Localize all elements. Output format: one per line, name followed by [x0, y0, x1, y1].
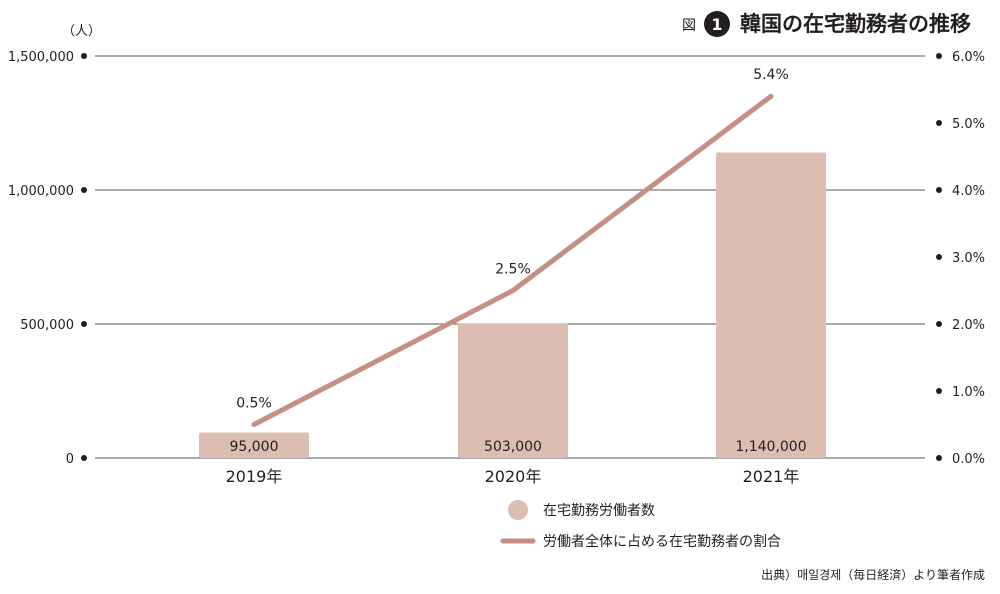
right-axis-dot	[936, 254, 942, 260]
left-axis-tick-label: 0	[66, 452, 74, 467]
bar	[199, 432, 309, 458]
right-axis-tick-label: 2.0%	[952, 318, 985, 333]
legend-bar-swatch	[508, 500, 528, 520]
left-axis-dot	[81, 187, 87, 193]
right-axis-dot	[936, 53, 942, 59]
chart-title: 韓国の在宅勤務者の推移	[740, 12, 971, 36]
right-axis-tick-label: 1.0%	[952, 385, 985, 400]
legend-bar-label: 在宅勤務労働者数	[543, 503, 655, 519]
source-note: 出典）매일경제（毎日経済）より筆者作成	[761, 567, 985, 582]
legend-line-label: 労働者全体に占める在宅勤務者の割合	[543, 533, 781, 550]
figure-number-badge	[704, 11, 730, 37]
left-axis-unit: （人）	[62, 24, 101, 39]
line-layer: 0.5% 2.5% 5.4%	[236, 67, 789, 427]
right-axis-tick-label: 5.0%	[952, 117, 985, 132]
series-line-ratio	[251, 93, 774, 427]
left-axis-tick-label: 500,000	[20, 318, 74, 333]
line-value-label: 0.5%	[236, 396, 272, 412]
legend: 在宅勤務労働者数 労働者全体に占める在宅勤務者の割合	[500, 500, 781, 550]
right-axis-dot	[936, 187, 942, 193]
right-axis-tick-label: 3.0%	[952, 251, 985, 266]
bar	[458, 323, 568, 458]
right-axis-dot	[936, 321, 942, 327]
line-value-label: 5.4%	[753, 67, 789, 83]
right-axis-dot	[936, 455, 942, 461]
left-axis-dot	[81, 321, 87, 327]
right-axis-dot	[936, 388, 942, 394]
x-axis-tick-label: 2020年	[485, 467, 542, 486]
right-axis-tick-label: 6.0%	[952, 50, 985, 65]
figure-number: 1	[711, 15, 722, 34]
left-axis-tick-label: 1,500,000	[8, 50, 74, 65]
right-axis-tick-label: 0.0%	[952, 452, 985, 467]
bar-layer: 95,000 503,000 1,140,000	[199, 152, 826, 459]
left-axis-dot	[81, 455, 87, 461]
x-axis-tick-label: 2021年	[743, 467, 800, 486]
x-axis-tick-label: 2019年	[226, 467, 283, 486]
right-axis-tick-label: 4.0%	[952, 184, 985, 199]
right-axis-dot	[936, 120, 942, 126]
bar-value-label: 95,000	[230, 439, 279, 455]
axis-layer: 0 500,000 1,000,000 1,500,000 0.0% 1.0% 2.0% 3.…	[8, 50, 985, 486]
bar-value-label: 503,000	[484, 439, 542, 455]
bar	[716, 152, 826, 459]
figure-label: 図	[682, 18, 696, 34]
left-axis-tick-label: 1,000,000	[8, 184, 74, 199]
left-axis-dot	[81, 53, 87, 59]
bar-value-label: 1,140,000	[735, 439, 806, 455]
line-value-label: 2.5%	[495, 262, 531, 278]
